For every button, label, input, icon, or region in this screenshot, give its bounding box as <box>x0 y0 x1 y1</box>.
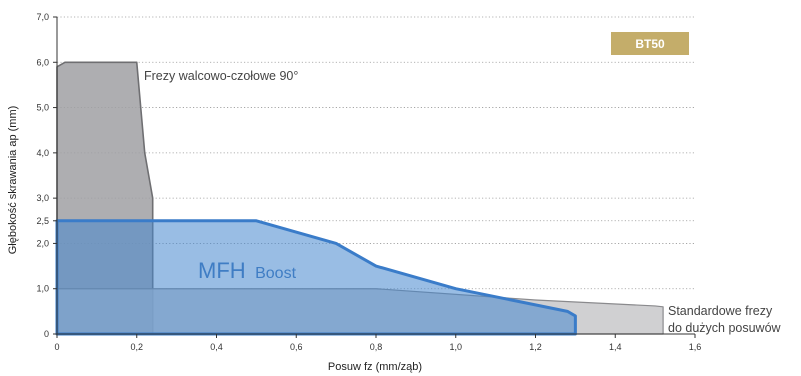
ticks: 0 1,0 2,0 2,5 3,0 4,0 5,0 6,0 7,0 0 0,2 0,4 0,6 0,8 1,… <box>36 12 701 352</box>
y-tick-label: 0 <box>44 329 49 339</box>
x-tick-label: 1,6 <box>689 342 702 352</box>
x-tick-label: 0,4 <box>210 342 223 352</box>
y-tick-label: 2,5 <box>36 216 49 226</box>
label-boost: Boost <box>255 265 296 282</box>
label-std-high-feed-line2: do dużych posuwów <box>668 321 782 335</box>
badge: BT50 <box>611 32 689 55</box>
y-tick-label: 4,0 <box>36 148 49 158</box>
x-tick-label: 1,4 <box>609 342 622 352</box>
y-tick-label: 5,0 <box>36 103 49 113</box>
y-tick-label: 2,0 <box>36 238 49 248</box>
y-tick-label: 6,0 <box>36 57 49 67</box>
x-axis-title: Posuw fz (mm/ząb) <box>328 361 422 373</box>
y-axis-title: Głębokość skrawania ap (mm) <box>7 106 19 255</box>
label-mfh: MFH <box>198 258 246 283</box>
x-tick-label: 1,0 <box>449 342 462 352</box>
plot-areas <box>55 61 664 336</box>
y-tick-label: 3,0 <box>36 193 49 203</box>
label-std-high-feed-line1: Standardowe frezy <box>668 304 773 318</box>
x-tick-label: 0,8 <box>370 342 383 352</box>
y-tick-label: 7,0 <box>36 12 49 22</box>
x-tick-label: 1,2 <box>529 342 542 352</box>
area-mfh-boost <box>55 219 577 336</box>
label-end-mills: Frezy walcowo-czołowe 90° <box>144 69 298 83</box>
x-tick-label: 0 <box>54 342 59 352</box>
y-tick-label: 1,0 <box>36 284 49 294</box>
x-tick-label: 0,2 <box>130 342 143 352</box>
label-mfh-boost: MFH Boost <box>198 258 297 283</box>
x-tick-label: 0,6 <box>290 342 303 352</box>
badge-background <box>611 32 689 55</box>
badge-label: BT50 <box>635 37 665 51</box>
